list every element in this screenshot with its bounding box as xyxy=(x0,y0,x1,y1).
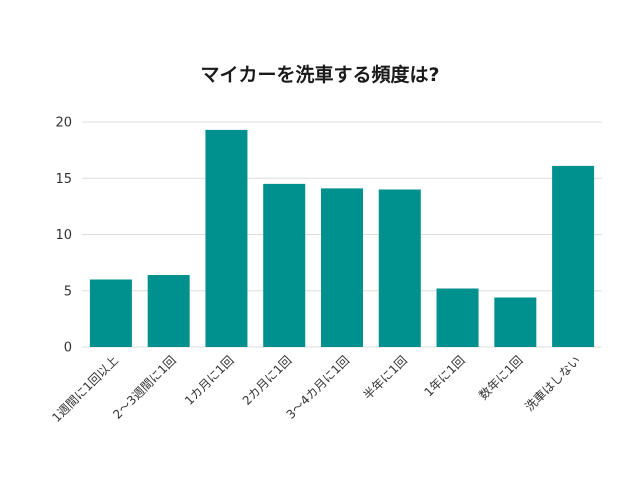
y-tick-label: 0 xyxy=(64,341,72,356)
x-category-label: 数年に1回 xyxy=(476,353,526,403)
bar xyxy=(436,288,479,347)
y-tick-label: 10 xyxy=(55,228,72,243)
x-category-label: 1年に1回 xyxy=(422,353,468,399)
bar xyxy=(263,183,306,347)
bar xyxy=(494,297,537,347)
bar xyxy=(552,165,595,347)
y-tick-label: 15 xyxy=(55,172,72,187)
bar xyxy=(89,279,132,347)
bar xyxy=(147,275,190,347)
x-category-label: 1カ月に1回 xyxy=(182,353,237,408)
chart-title: マイカーを洗車する頻度は? xyxy=(200,64,440,86)
y-axis-ticks: 0 5 10 15 20 xyxy=(55,116,72,356)
y-tick-label: 5 xyxy=(64,284,72,299)
x-category-label: 洗車はしない xyxy=(522,353,583,414)
bar xyxy=(321,188,363,347)
bar xyxy=(205,129,248,347)
x-category-label: 半年に1回 xyxy=(361,353,410,402)
x-category-label: 1週間に1回以上 xyxy=(49,353,121,425)
bars xyxy=(89,129,595,347)
y-tick-label: 20 xyxy=(55,116,72,131)
bar xyxy=(378,189,421,347)
x-category-label: 2カ月に1回 xyxy=(240,353,295,408)
